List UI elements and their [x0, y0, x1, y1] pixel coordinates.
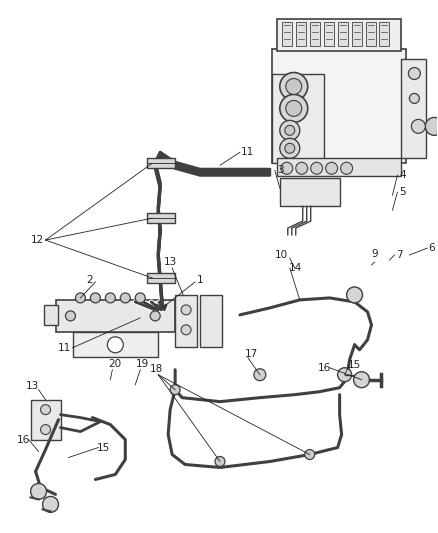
Text: 5: 5: [399, 187, 406, 197]
Circle shape: [285, 125, 295, 135]
Bar: [310, 22, 320, 46]
Circle shape: [280, 94, 308, 123]
Circle shape: [281, 162, 293, 174]
Circle shape: [150, 311, 160, 321]
Circle shape: [90, 293, 100, 303]
Bar: [296, 22, 306, 46]
Bar: [272, 49, 406, 163]
Circle shape: [411, 119, 425, 133]
Circle shape: [41, 405, 50, 415]
Text: 18: 18: [149, 364, 163, 374]
Circle shape: [280, 139, 300, 158]
Text: 12: 12: [31, 235, 44, 245]
Bar: [280, 178, 339, 206]
Text: 13: 13: [163, 257, 177, 267]
Text: 7: 7: [396, 250, 403, 260]
Text: 1: 1: [197, 275, 203, 285]
Bar: [147, 213, 175, 223]
Bar: [324, 22, 334, 46]
Circle shape: [66, 311, 75, 321]
Bar: [277, 158, 401, 176]
Text: 11: 11: [241, 147, 254, 157]
Text: 6: 6: [428, 243, 434, 253]
Circle shape: [286, 100, 302, 116]
Circle shape: [254, 369, 266, 381]
Circle shape: [75, 293, 85, 303]
Text: 9: 9: [371, 249, 378, 259]
Bar: [366, 22, 375, 46]
Text: 3: 3: [278, 165, 284, 175]
Bar: [379, 22, 389, 46]
Text: 16: 16: [318, 363, 331, 373]
Bar: [401, 59, 426, 158]
Circle shape: [346, 287, 363, 303]
Bar: [147, 273, 175, 283]
Text: 19: 19: [136, 359, 149, 369]
Bar: [272, 74, 324, 163]
Circle shape: [286, 78, 302, 94]
Circle shape: [107, 337, 124, 353]
Circle shape: [296, 162, 308, 174]
Circle shape: [280, 120, 300, 140]
Circle shape: [425, 117, 438, 135]
Bar: [43, 305, 57, 325]
Bar: [175, 305, 187, 325]
Bar: [352, 22, 361, 46]
Text: 2: 2: [86, 275, 93, 285]
Circle shape: [41, 425, 50, 434]
Bar: [175, 295, 197, 347]
Text: 10: 10: [275, 250, 288, 260]
Circle shape: [285, 143, 295, 154]
Bar: [74, 332, 158, 357]
Text: 15: 15: [348, 360, 361, 370]
Bar: [31, 400, 60, 440]
Circle shape: [326, 162, 338, 174]
Text: 17: 17: [245, 349, 258, 359]
Circle shape: [31, 483, 46, 499]
Bar: [338, 22, 348, 46]
Circle shape: [410, 93, 419, 103]
Text: 11: 11: [58, 343, 71, 353]
Circle shape: [280, 72, 308, 100]
Circle shape: [120, 293, 130, 303]
Bar: [147, 158, 175, 168]
Text: 16: 16: [17, 434, 30, 445]
Circle shape: [170, 385, 180, 394]
Circle shape: [338, 368, 352, 382]
Bar: [56, 300, 175, 332]
Circle shape: [215, 456, 225, 466]
Text: 14: 14: [289, 263, 302, 273]
Circle shape: [408, 68, 420, 79]
Circle shape: [305, 449, 314, 459]
Circle shape: [311, 162, 323, 174]
Text: 15: 15: [97, 442, 110, 453]
Text: 4: 4: [399, 170, 406, 180]
Bar: [200, 295, 222, 347]
Circle shape: [42, 496, 59, 512]
Text: 20: 20: [108, 359, 121, 369]
Circle shape: [341, 162, 353, 174]
Circle shape: [135, 293, 145, 303]
Bar: [277, 19, 401, 51]
Circle shape: [181, 325, 191, 335]
Circle shape: [353, 372, 370, 387]
Text: 13: 13: [26, 381, 39, 391]
Circle shape: [106, 293, 115, 303]
Bar: [282, 22, 292, 46]
Circle shape: [181, 305, 191, 315]
